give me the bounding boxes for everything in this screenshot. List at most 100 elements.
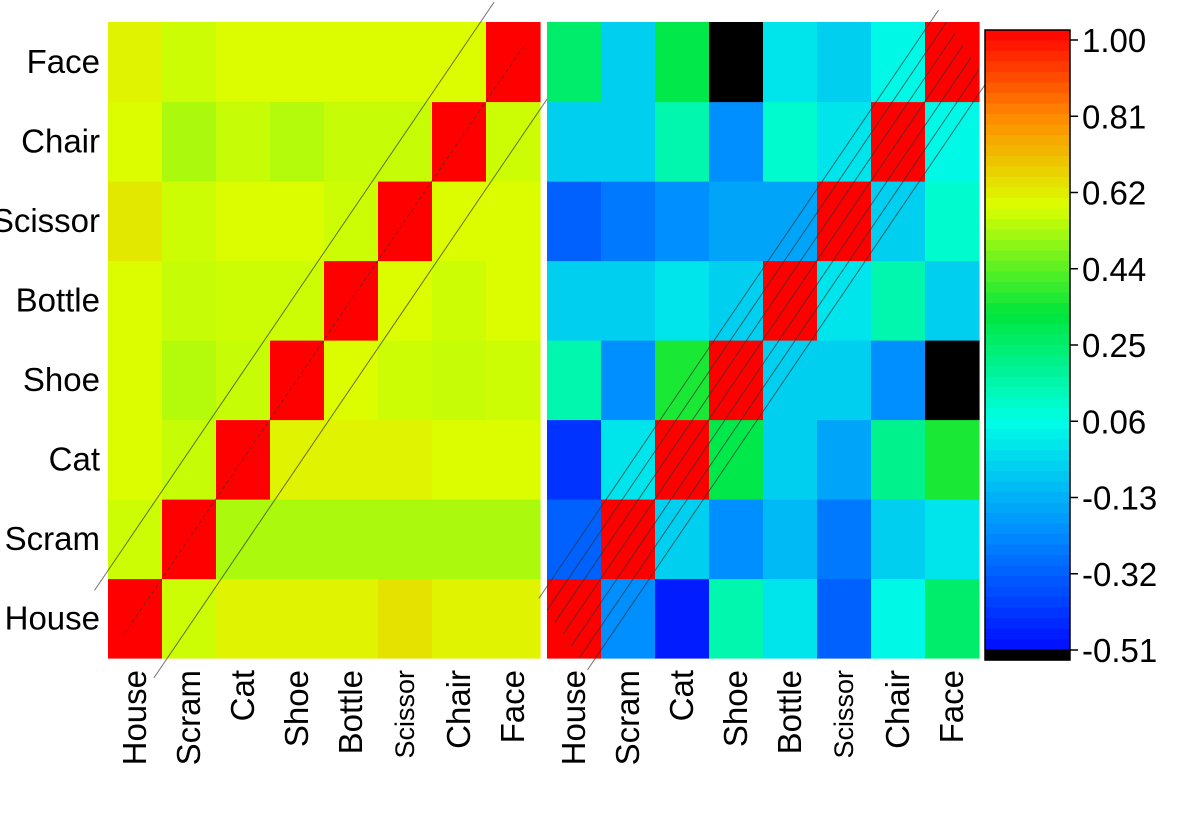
heatmap-cell-house-scissor bbox=[378, 578, 433, 659]
heatmap-cell-scram-cat bbox=[655, 499, 710, 580]
heatmap-cell-scissor-shoe bbox=[270, 181, 325, 262]
colorbar-segment bbox=[985, 177, 1070, 189]
heatmap-cell-scissor-scissor bbox=[378, 181, 433, 262]
colorbar-segment bbox=[985, 250, 1070, 262]
heatmap-cell-cat-scram bbox=[601, 419, 656, 500]
colorbar-segment bbox=[985, 565, 1070, 577]
heatmap-cell-scissor-bottle bbox=[324, 181, 379, 262]
contour-line bbox=[538, 9, 939, 599]
y-tick-label: Chair bbox=[21, 122, 100, 159]
colorbar-segment bbox=[985, 460, 1070, 472]
heatmap-cell-cat-chair bbox=[871, 419, 926, 500]
colorbar-tick-label: 0.62 bbox=[1082, 175, 1146, 212]
colorbar-segment bbox=[985, 481, 1070, 493]
contour-line bbox=[570, 57, 972, 647]
y-tick-label: Face bbox=[27, 43, 100, 80]
heatmap-cell-scram-bottle bbox=[763, 499, 818, 580]
heatmap-cell-face-shoe bbox=[709, 22, 764, 103]
heatmap-cell-scram-scram bbox=[162, 499, 217, 580]
heatmap-cell-house-house bbox=[108, 578, 163, 659]
heatmap-cell-chair-house bbox=[547, 101, 602, 182]
colorbar-segment bbox=[985, 219, 1070, 231]
heatmap-cell-bottle-house bbox=[547, 260, 602, 341]
colorbar-segment bbox=[985, 649, 1070, 661]
heatmap-cell-house-chair bbox=[871, 578, 926, 659]
colorbar-segment bbox=[985, 502, 1070, 514]
y-tick-label: Cat bbox=[49, 440, 100, 477]
contour-line bbox=[554, 33, 956, 623]
heatmap-cell-scissor-scram bbox=[601, 181, 656, 262]
heatmap-cell-house-scissor bbox=[817, 578, 872, 659]
x-tick-label: Scissor bbox=[829, 670, 859, 759]
heatmap-cell-bottle-cat bbox=[216, 260, 271, 341]
heatmap-cell-house-bottle bbox=[324, 578, 379, 659]
heatmap-cell-face-cat bbox=[216, 22, 271, 103]
colorbar-segment bbox=[985, 82, 1070, 94]
colorbar-segment bbox=[985, 114, 1070, 126]
heatmap-cell-bottle-house bbox=[108, 260, 163, 341]
y-tick-label: House bbox=[5, 599, 100, 636]
heatmap-left: House Scram Cat Shoe Bottle Scissor Chair Face H… bbox=[0, 1, 554, 765]
colorbar-segment bbox=[985, 261, 1070, 273]
colorbar-segment bbox=[985, 229, 1070, 241]
heatmap-cell-cat-face bbox=[486, 419, 541, 500]
colorbar-tick-label: 0.81 bbox=[1082, 98, 1146, 135]
x-tick-label: Shoe bbox=[278, 670, 315, 747]
heatmap-cell-face-chair bbox=[432, 22, 487, 103]
heatmap-cell-scissor-cat bbox=[216, 181, 271, 262]
heatmap-cell-face-house bbox=[547, 22, 602, 103]
y-tick-label: Bottle bbox=[16, 281, 100, 318]
heatmap-cell-chair-bottle bbox=[763, 101, 818, 182]
heatmap-cell-scram-chair bbox=[871, 499, 926, 580]
heatmap-cell-shoe-house bbox=[108, 340, 163, 421]
heatmap-cell-scissor-bottle bbox=[763, 181, 818, 262]
colorbar-segment bbox=[985, 51, 1070, 63]
heatmap-cell-cat-house bbox=[547, 419, 602, 500]
heatmap-cell-house-chair bbox=[432, 578, 487, 659]
heatmap-cell-face-shoe bbox=[270, 22, 325, 103]
x-tick-label: Chair bbox=[440, 670, 477, 749]
colorbar-segment bbox=[985, 135, 1070, 147]
heatmap-cell-house-cat bbox=[655, 578, 710, 659]
heatmap-cell-cat-face bbox=[925, 419, 980, 500]
colorbar-segment bbox=[985, 439, 1070, 451]
heatmap-cell-face-bottle bbox=[763, 22, 818, 103]
heatmap-cell-face-bottle bbox=[324, 22, 379, 103]
heatmap-cell-scissor-shoe bbox=[709, 181, 764, 262]
colorbar-segment bbox=[985, 513, 1070, 525]
colorbar-segment bbox=[985, 240, 1070, 252]
heatmap-cell-bottle-face bbox=[925, 260, 980, 341]
colorbar-segment bbox=[985, 145, 1070, 157]
colorbar-segment bbox=[985, 93, 1070, 105]
heatmap-cell-cat-scram bbox=[162, 419, 217, 500]
heatmap-cell-house-shoe bbox=[709, 578, 764, 659]
heatmap-cell-bottle-face bbox=[486, 260, 541, 341]
y-tick-label: Scissor bbox=[0, 202, 100, 239]
heatmap-cell-scissor-chair bbox=[432, 181, 487, 262]
colorbar-segment bbox=[985, 366, 1070, 378]
heatmap-cell-face-scram bbox=[601, 22, 656, 103]
heatmap-cell-shoe-chair bbox=[432, 340, 487, 421]
heatmap-cell-face-face bbox=[486, 22, 541, 103]
x-tick-label: Scram bbox=[609, 670, 646, 765]
heatmap-cell-chair-scissor bbox=[378, 101, 433, 182]
colorbar-segment bbox=[985, 187, 1070, 199]
heatmap-cell-house-shoe bbox=[270, 578, 325, 659]
heatmap-cell-face-scissor bbox=[817, 22, 872, 103]
heatmap-cell-scissor-face bbox=[486, 181, 541, 262]
colorbar-segment bbox=[985, 397, 1070, 409]
colorbar-segment bbox=[985, 429, 1070, 441]
colorbar-segment bbox=[985, 72, 1070, 84]
colorbar-segment bbox=[985, 534, 1070, 546]
colorbar-segment bbox=[985, 450, 1070, 462]
y-tick-label: Scram bbox=[5, 520, 100, 557]
heatmap-cell-chair-shoe bbox=[709, 101, 764, 182]
heatmap-cell-cat-bottle bbox=[324, 419, 379, 500]
contour-line bbox=[578, 69, 980, 659]
colorbar-segment bbox=[985, 166, 1070, 178]
heatmap-cell-bottle-scissor bbox=[378, 260, 433, 341]
x-tick-label: Bottle bbox=[332, 670, 369, 754]
heatmap-cell-bottle-scram bbox=[601, 260, 656, 341]
heatmap-cell-chair-cat bbox=[655, 101, 710, 182]
